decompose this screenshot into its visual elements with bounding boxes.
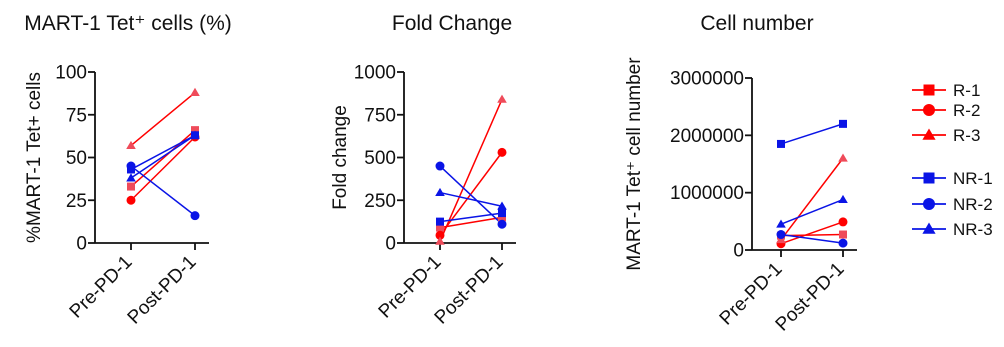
y-tick-label: 0 bbox=[733, 241, 744, 262]
y-tick-label: 25 bbox=[66, 191, 87, 212]
data-point-NR-1-post bbox=[839, 119, 847, 128]
data-point-R-3-pre bbox=[776, 234, 786, 244]
data-point-NR-2-pre bbox=[126, 161, 136, 171]
data-point-NR-3-post bbox=[838, 194, 848, 203]
series-line-NR-1 bbox=[439, 212, 503, 223]
data-point-R-3-pre bbox=[435, 236, 445, 245]
y-tick-label: 100 bbox=[55, 63, 87, 84]
series-line-R-1 bbox=[439, 216, 503, 229]
data-point-NR-2-pre bbox=[435, 161, 445, 171]
data-point-R-1-post bbox=[498, 213, 506, 222]
data-point-R-2-post bbox=[838, 217, 848, 227]
data-point-R-1-post bbox=[839, 230, 847, 239]
legend-label-NR-1: NR-1 bbox=[953, 169, 993, 188]
series-line-NR-1 bbox=[780, 123, 844, 145]
data-point-R-3-post bbox=[190, 87, 200, 96]
legend-marker-NR-1 bbox=[923, 172, 935, 184]
series-line-NR-3 bbox=[439, 191, 503, 207]
y-axis-label: %MART-1 Tet+ cells bbox=[24, 72, 45, 243]
data-point-NR-1-post bbox=[498, 209, 506, 218]
data-point-R-2-post bbox=[497, 147, 507, 157]
data-point-R-1-pre bbox=[127, 182, 135, 191]
series-line-R-3 bbox=[439, 99, 503, 242]
data-point-NR-3-post bbox=[190, 130, 200, 139]
y-tick-label: 75 bbox=[66, 105, 87, 126]
legend-label-NR-3: NR-3 bbox=[953, 220, 993, 239]
series-line-NR-3 bbox=[130, 134, 196, 179]
data-point-R-3-pre bbox=[126, 140, 136, 149]
legend-label-R-3: R-3 bbox=[953, 126, 980, 145]
series-line-NR-1 bbox=[130, 134, 196, 171]
series-line-R-2 bbox=[439, 151, 503, 236]
y-tick-label: 500 bbox=[364, 148, 396, 169]
data-point-NR-2-pre bbox=[776, 230, 786, 240]
series-line-R-1 bbox=[130, 129, 196, 188]
x-tick-label: Post-PD-1 bbox=[431, 252, 508, 329]
x-tick-label: Post-PD-1 bbox=[772, 259, 849, 336]
series-line-R-3 bbox=[130, 91, 196, 147]
legend: R-1R-2 R-3 NR-1 NR-2 NR-3 bbox=[912, 81, 993, 239]
data-point-NR-2-post bbox=[838, 238, 848, 248]
series-line-NR-2 bbox=[130, 165, 196, 217]
series-line-R-2 bbox=[780, 221, 844, 245]
series-line-NR-3 bbox=[780, 198, 844, 225]
y-tick-label: 1000 bbox=[354, 63, 396, 84]
y-tick-label: 250 bbox=[364, 191, 396, 212]
data-point-R-1-pre bbox=[436, 223, 444, 232]
y-tick-label: 3000000 bbox=[670, 69, 744, 90]
data-point-NR-2-post bbox=[190, 211, 200, 221]
series-line-NR-2 bbox=[439, 165, 503, 225]
x-tick-label: Post-PD-1 bbox=[124, 252, 201, 329]
y-tick-label: 1000000 bbox=[670, 183, 744, 204]
y-tick-label: 2000000 bbox=[670, 126, 744, 147]
series-line-NR-2 bbox=[780, 233, 844, 244]
y-axis-label: MART-1 Tet⁺ cell number bbox=[624, 57, 645, 271]
data-point-NR-2-post bbox=[497, 219, 507, 229]
y-tick-label: 0 bbox=[76, 234, 87, 255]
y-tick-label: 50 bbox=[66, 148, 87, 169]
series-line-R-2 bbox=[130, 136, 196, 201]
data-point-R-3-post bbox=[838, 153, 848, 162]
data-point-R-1-post bbox=[191, 126, 199, 135]
y-tick-label: 0 bbox=[385, 234, 396, 255]
chart-title: MART-1 Tet⁺ cells (%) bbox=[24, 12, 232, 35]
legend-marker-NR-2 bbox=[923, 198, 935, 210]
data-point-NR-3-pre bbox=[126, 173, 136, 182]
data-point-NR-3-pre bbox=[435, 187, 445, 196]
data-point-R-3-post bbox=[497, 94, 507, 103]
data-point-NR-3-post bbox=[497, 201, 507, 210]
legend-marker-R-1 bbox=[923, 84, 935, 96]
data-point-NR-1-pre bbox=[777, 139, 785, 148]
legend-label-R-1: R-1 bbox=[953, 81, 980, 100]
data-point-R-2-pre bbox=[126, 195, 136, 205]
chart-title: Cell number bbox=[700, 12, 813, 35]
legend-label-NR-2: NR-2 bbox=[953, 195, 993, 214]
series-line-R-3 bbox=[780, 157, 844, 241]
legend-marker-NR-3 bbox=[922, 222, 936, 234]
legend-marker-R-3 bbox=[922, 128, 936, 140]
y-tick-label: 750 bbox=[364, 105, 396, 126]
legend-marker-R-2 bbox=[923, 104, 935, 116]
chart-title: Fold Change bbox=[392, 12, 512, 35]
data-point-NR-3-pre bbox=[776, 219, 786, 228]
data-point-R-2-pre bbox=[435, 230, 445, 240]
data-point-NR-1-pre bbox=[436, 217, 444, 226]
legend-label-R-2: R-2 bbox=[953, 101, 980, 120]
chart-panel-3: Cell number MART-1 Tet⁺ cell number 0 10000… bbox=[624, 12, 857, 336]
y-axis-label: Fold change bbox=[330, 105, 351, 210]
